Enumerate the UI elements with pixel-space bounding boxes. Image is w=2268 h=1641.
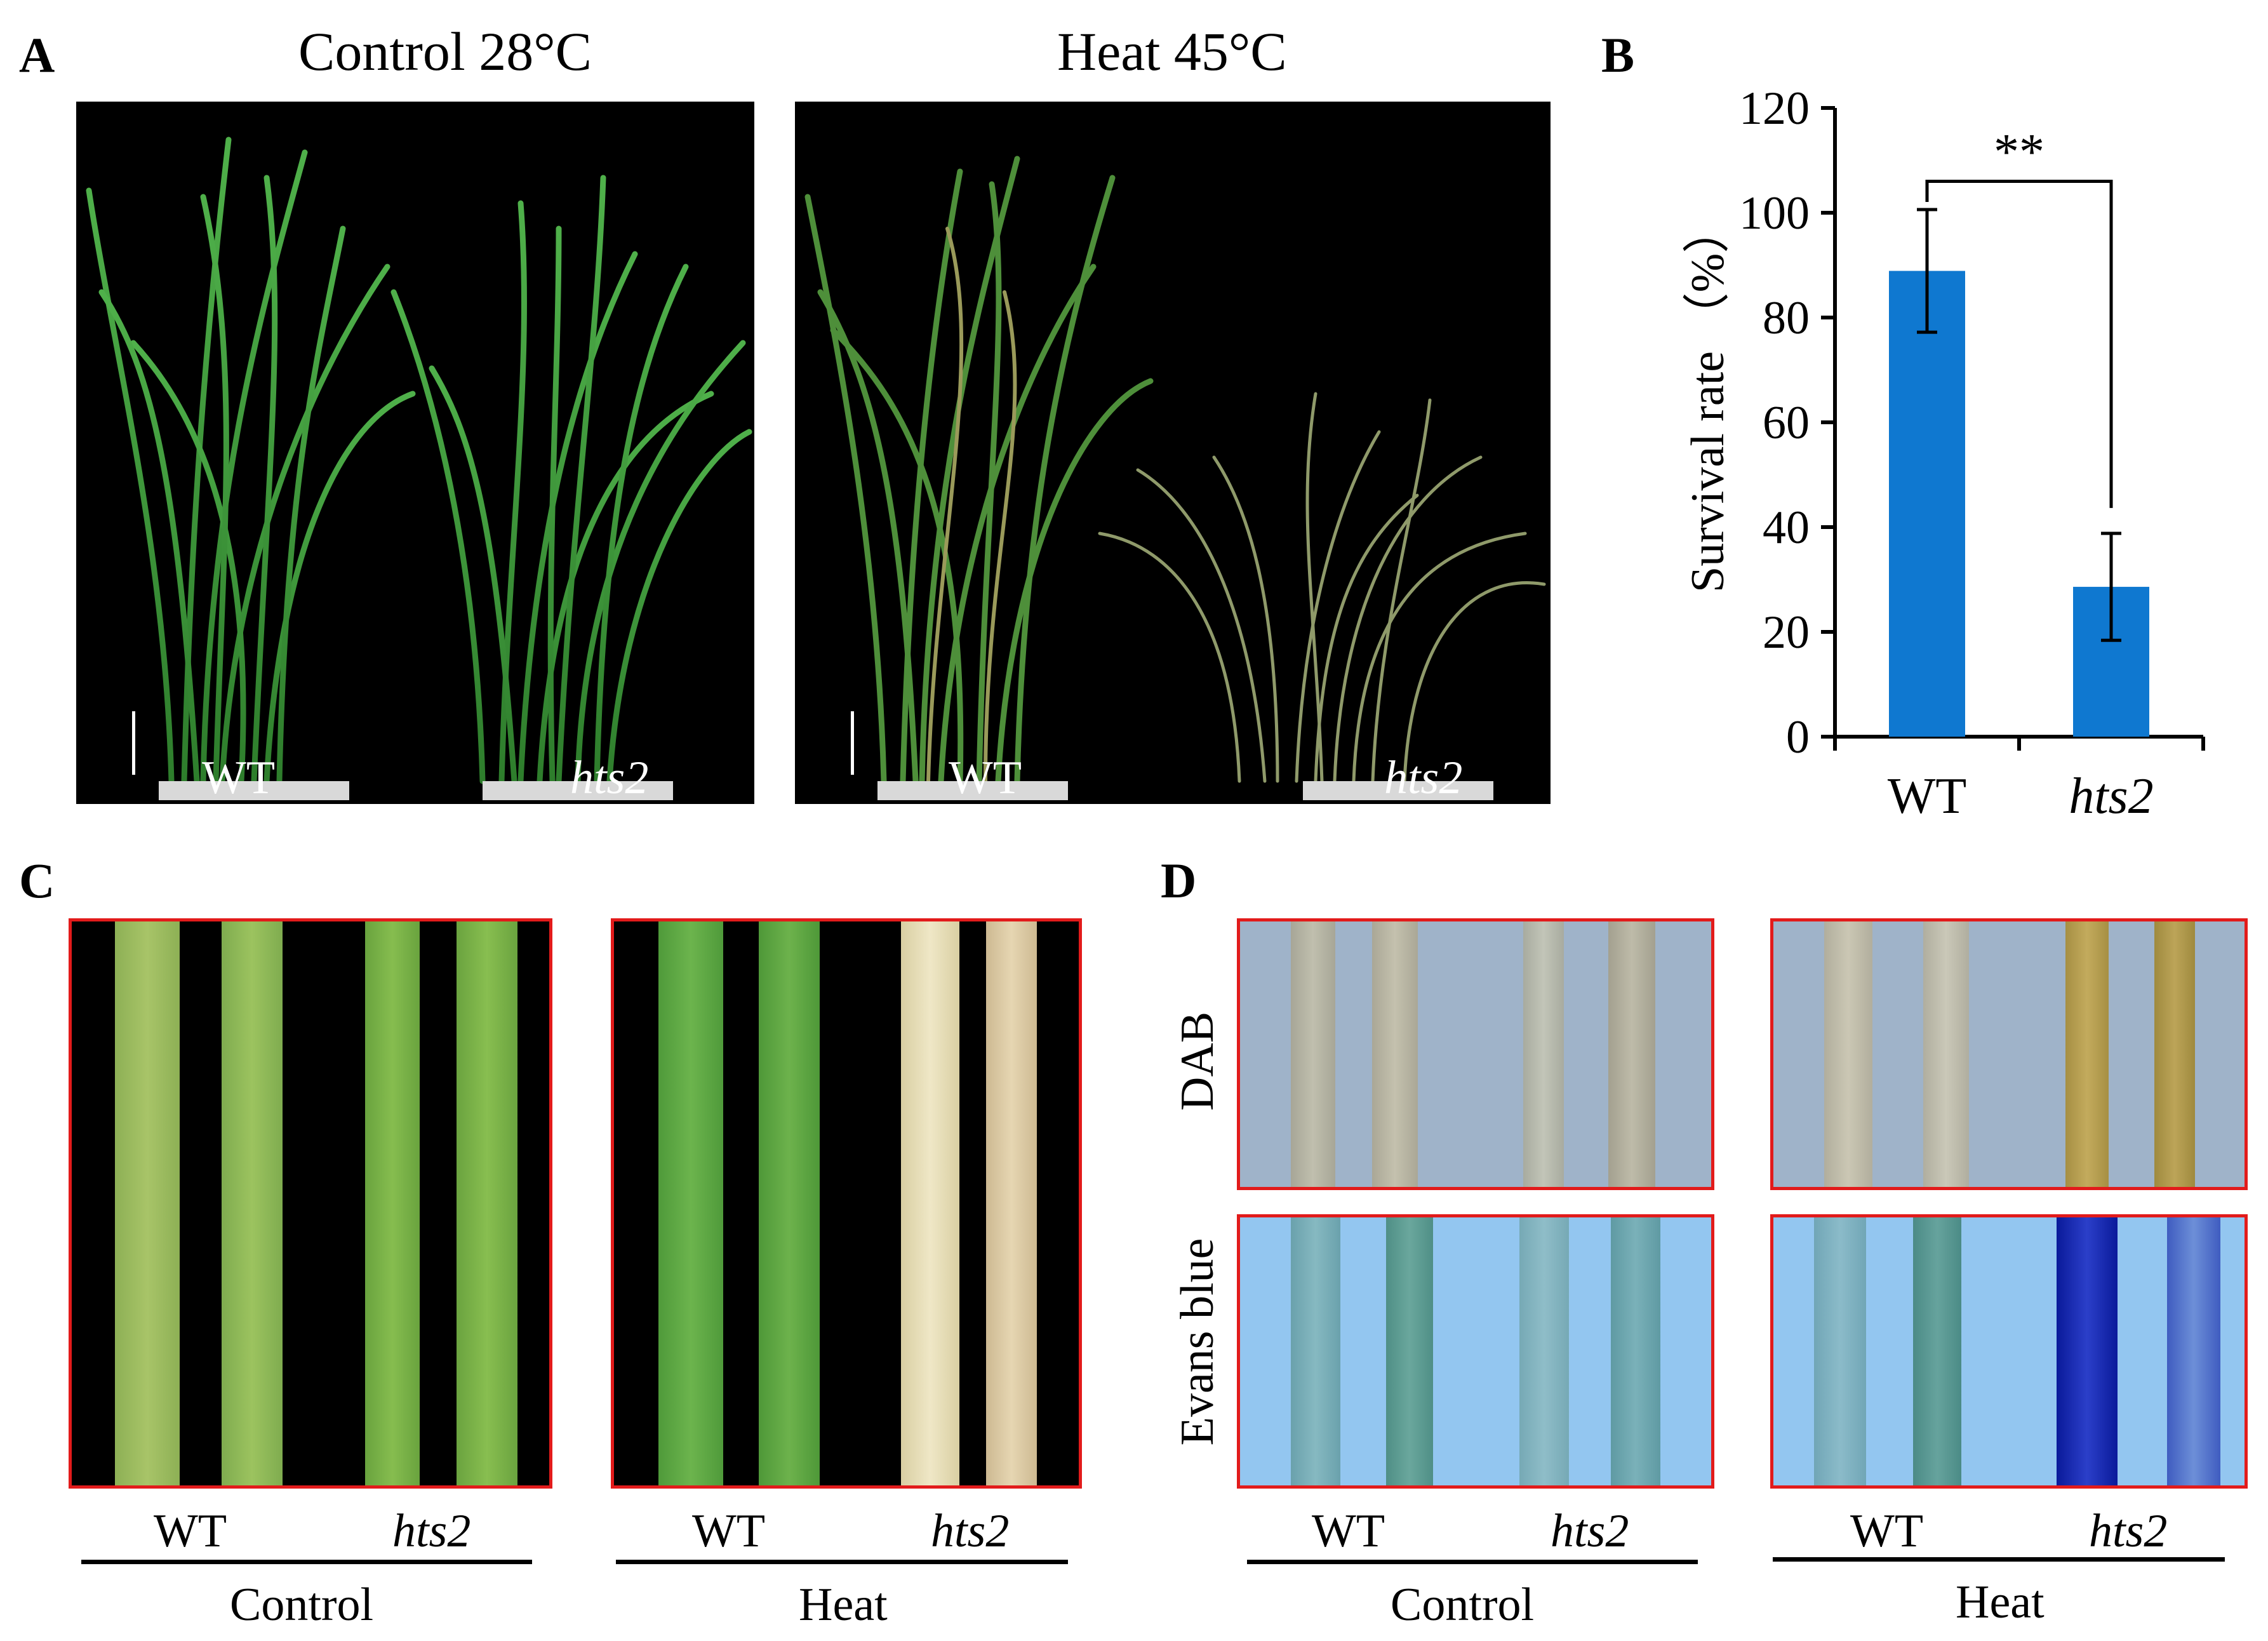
d-heat-underline xyxy=(1773,1557,2225,1562)
y-tick-label: 100 xyxy=(1739,187,1810,239)
evans-blue-heat-photo xyxy=(1770,1214,2248,1489)
y-tick-label: 80 xyxy=(1763,292,1810,344)
d-heat-wt-label: WT xyxy=(1850,1505,1924,1557)
c-heat-wt-label: WT xyxy=(692,1505,766,1557)
c-control-wt-label: WT xyxy=(154,1505,227,1557)
control-leaves-photo xyxy=(69,918,552,1489)
y-tick-label: 60 xyxy=(1763,397,1810,449)
c-heat-underline xyxy=(616,1560,1068,1564)
d-heat-hts2-label: hts2 xyxy=(2089,1505,2168,1557)
d-control-hts2-label: hts2 xyxy=(1551,1505,1629,1557)
evans-blue-row-label: Evans blue xyxy=(1171,1238,1224,1446)
d-heat-label: Heat xyxy=(1956,1576,2045,1628)
y-tick-label: 0 xyxy=(1786,711,1810,763)
control-wt-label: WT xyxy=(202,752,276,804)
significance-bracket xyxy=(1925,180,2113,508)
c-heat-hts2-label: hts2 xyxy=(931,1505,1010,1557)
d-control-underline xyxy=(1247,1560,1698,1564)
heat-plants-photo xyxy=(795,102,1551,804)
control-plants-photo xyxy=(76,102,754,804)
panel-letter-a: A xyxy=(19,27,55,83)
heat-wt-label: WT xyxy=(949,752,1022,804)
c-control-hts2-label: hts2 xyxy=(392,1505,471,1557)
control-28-title: Control 28°C xyxy=(298,21,592,82)
x-category-label: hts2 xyxy=(2069,768,2153,824)
heat-hts2-label: hts2 xyxy=(1384,752,1463,804)
evans-blue-control-photo xyxy=(1237,1214,1714,1489)
c-control-label: Control xyxy=(230,1579,374,1631)
significance-label: ** xyxy=(1994,124,2045,180)
dab-heat-photo xyxy=(1770,918,2248,1190)
panel-letter-c: C xyxy=(19,853,55,908)
x-category-label: WT xyxy=(1888,768,1966,824)
heat-leaves-photo xyxy=(611,918,1082,1489)
y-tick-label: 120 xyxy=(1739,83,1810,135)
y-tick-label: 40 xyxy=(1763,502,1810,554)
dab-row-label: DAB xyxy=(1171,1011,1224,1111)
panel-letter-b: B xyxy=(1601,27,1635,83)
dab-control-photo xyxy=(1237,918,1714,1190)
c-control-underline xyxy=(81,1560,532,1564)
panel-letter-d: D xyxy=(1161,853,1197,908)
survival-rate-chart: 0 20 40 60 80 100 120 WT hts2 ** xyxy=(1739,83,2205,824)
c-heat-label: Heat xyxy=(799,1579,888,1631)
d-control-label: Control xyxy=(1391,1579,1535,1631)
heat-plants-illustration xyxy=(804,156,1546,800)
control-hts2-label: hts2 xyxy=(570,752,649,804)
bar-wt xyxy=(1889,271,1965,737)
d-control-wt-label: WT xyxy=(1312,1505,1385,1557)
heat-45-title: Heat 45°C xyxy=(1057,21,1287,82)
y-tick-label: 20 xyxy=(1763,606,1810,659)
y-axis-label: Survival rate （%） xyxy=(1682,206,1734,593)
control-plants-illustration xyxy=(86,137,752,800)
